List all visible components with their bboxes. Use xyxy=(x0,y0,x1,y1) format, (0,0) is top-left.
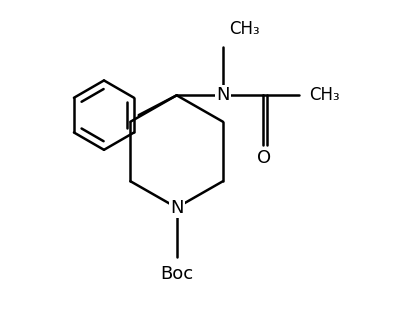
Text: O: O xyxy=(257,149,271,167)
Text: CH₃: CH₃ xyxy=(230,20,260,38)
Text: Boc: Boc xyxy=(160,265,193,283)
Text: N: N xyxy=(170,199,184,217)
Text: CH₃: CH₃ xyxy=(309,86,340,104)
Text: N: N xyxy=(170,199,184,217)
Text: N: N xyxy=(216,86,230,104)
